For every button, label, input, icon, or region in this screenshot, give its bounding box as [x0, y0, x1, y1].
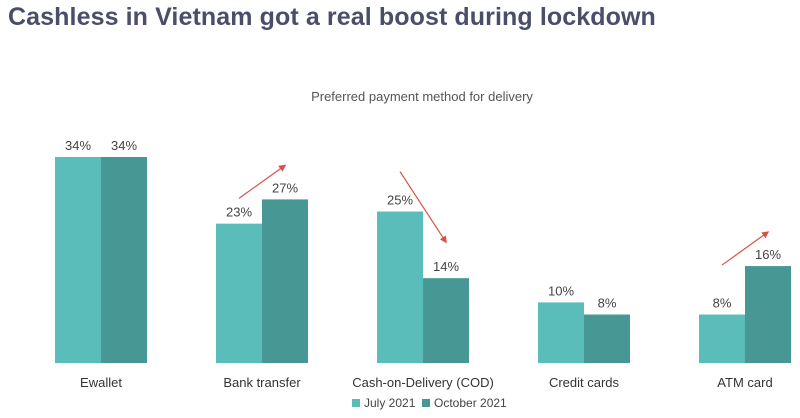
category-label-cash-on-delivery-cod: Cash-on-Delivery (COD): [352, 375, 494, 390]
bar-atm-card-october-2021: [745, 266, 791, 363]
data-label-cash-on-delivery-cod-july-2021: 25%: [387, 193, 413, 208]
legend-item-october: October 2021: [422, 396, 507, 410]
legend-swatch-october: [422, 399, 430, 407]
legend-label-july: July 2021: [364, 396, 416, 410]
data-label-ewallet-july-2021: 34%: [65, 138, 91, 153]
category-label-bank-transfer: Bank transfer: [223, 375, 301, 390]
data-label-atm-card-october-2021: 16%: [755, 247, 781, 262]
data-label-bank-transfer-july-2021: 23%: [226, 205, 252, 220]
legend: July 2021 October 2021: [0, 396, 800, 414]
trend-arrow-atm-card: [721, 231, 770, 266]
data-label-credit-cards-july-2021: 10%: [548, 283, 574, 298]
bar-credit-cards-july-2021: [538, 302, 584, 363]
data-label-cash-on-delivery-cod-october-2021: 14%: [433, 259, 459, 274]
bar-cash-on-delivery-cod-october-2021: [423, 278, 469, 363]
data-label-atm-card-july-2021: 8%: [713, 296, 732, 311]
trend-arrow-cash-on-delivery-cod: [399, 171, 447, 244]
category-label-ewallet: Ewallet: [80, 375, 122, 390]
bar-bank-transfer-july-2021: [216, 223, 262, 363]
trend-arrow-bank-transfer: [238, 164, 287, 199]
bar-ewallet-july-2021: [55, 157, 101, 363]
data-label-credit-cards-october-2021: 8%: [598, 296, 617, 311]
headline: Cashless in Vietnam got a real boost dur…: [8, 3, 656, 31]
bar-credit-cards-october-2021: [584, 314, 630, 363]
data-label-bank-transfer-october-2021: 27%: [272, 180, 298, 195]
category-label-credit-cards: Credit cards: [549, 375, 620, 390]
bar-ewallet-october-2021: [101, 157, 147, 363]
legend-swatch-july: [352, 399, 360, 407]
chart-subtitle: Preferred payment method for delivery: [311, 89, 533, 104]
bar-cash-on-delivery-cod-july-2021: [377, 211, 423, 363]
data-label-ewallet-october-2021: 34%: [111, 138, 137, 153]
bar-atm-card-july-2021: [699, 314, 745, 363]
bar-bank-transfer-october-2021: [262, 199, 308, 363]
legend-label-october: October 2021: [434, 396, 507, 410]
legend-item-july: July 2021: [352, 396, 415, 410]
category-label-atm-card: ATM card: [717, 375, 772, 390]
